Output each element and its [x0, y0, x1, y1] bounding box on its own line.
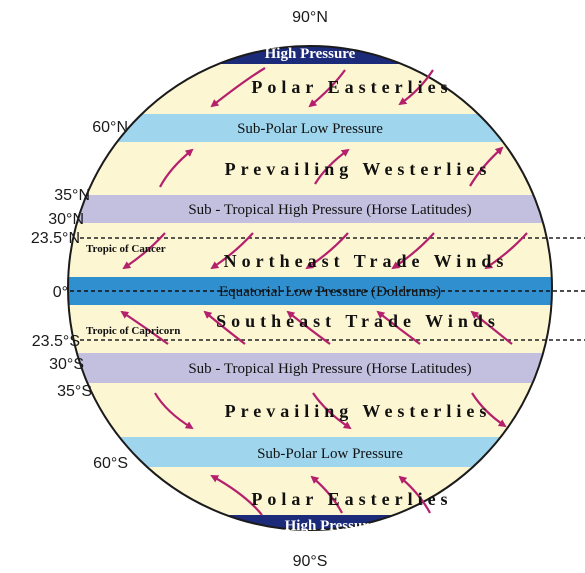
- lat-35s-label: 35°S: [57, 383, 92, 400]
- lat-30n-label: 30°N: [48, 211, 84, 228]
- north-westerlies-label: Prevailing Westerlies: [225, 159, 492, 179]
- arrow-polar-n-3: [398, 69, 434, 106]
- lat-equator-label: 0°: [53, 284, 68, 301]
- arrow-trade-n-4: [391, 232, 435, 270]
- arrow-polar-s-1: [210, 475, 263, 516]
- south-subtropical-band: [68, 353, 552, 383]
- lat-60s-label: 60°S: [93, 455, 128, 472]
- lat-23s-label: 23.5°S: [32, 333, 80, 350]
- arrow-trade-n-5: [484, 232, 528, 270]
- arrow-polar-s-3: [398, 475, 431, 514]
- equatorial-label: Equatorial Low Pressure (Doldrums): [219, 284, 441, 300]
- arrow-westerly-n-3: [469, 146, 504, 187]
- arrow-trade-n-3: [305, 232, 349, 270]
- wind-arrows: [120, 67, 528, 516]
- north-subtropical-label: Sub - Tropical High Pressure (Horse Lati…: [188, 202, 471, 218]
- lat-60n-label: 60°N: [92, 119, 128, 136]
- arrow-westerly-n-2: [314, 148, 350, 185]
- south-pole-label: High Pressure: [285, 518, 376, 534]
- southeast-trade-label: Southeast Trade Winds: [216, 311, 500, 331]
- arrow-trade-n-1: [122, 232, 166, 270]
- north-pole-label: High Pressure: [265, 46, 356, 62]
- lat-90n-label: 90°N: [292, 9, 328, 26]
- north-subpolar-label: Sub-Polar Low Pressure: [237, 121, 383, 137]
- lat-30s-label: 30°S: [49, 356, 84, 373]
- north-polar-easterlies-label: Polar Easterlies: [251, 77, 452, 97]
- lat-35n-label: 35°N: [54, 187, 90, 204]
- arrow-trade-s-2: [203, 310, 246, 345]
- arrow-trade-s-1: [120, 310, 169, 345]
- south-subpolar-label: Sub-Polar Low Pressure: [257, 446, 403, 462]
- globe-outline: [67, 45, 553, 531]
- tropic-capricorn-label: Tropic of Capricorn: [86, 325, 180, 337]
- arrow-polar-s-2: [310, 475, 343, 514]
- lat-90s-label: 90°S: [293, 553, 328, 570]
- tropic-cancer-label: Tropic of Cancer: [86, 243, 166, 255]
- south-westerlies-label: Prevailing Westerlies: [225, 401, 492, 421]
- south-subtropical-label: Sub - Tropical High Pressure (Horse Lati…: [188, 361, 471, 377]
- south-polar-easterlies-label: Polar Easterlies: [251, 489, 452, 509]
- north-subtropical-band: [68, 195, 552, 223]
- arrow-polar-n-1: [210, 67, 266, 108]
- northeast-trade-label: Northeast Trade Winds: [224, 251, 509, 271]
- arrow-polar-n-2: [308, 69, 346, 108]
- arrow-westerly-s-1: [154, 392, 194, 430]
- arrow-westerly-n-1: [159, 148, 194, 188]
- arrow-westerly-s-2: [312, 392, 352, 430]
- arrow-trade-s-3: [286, 310, 331, 345]
- arrow-trade-n-2: [210, 232, 254, 270]
- south-subpolar-band: [68, 437, 552, 467]
- arrow-westerly-s-3: [471, 392, 507, 428]
- north-subpolar-band: [68, 114, 552, 142]
- arrow-trade-s-5: [470, 310, 513, 345]
- lat-23n-label: 23.5°N: [31, 230, 80, 247]
- arrow-trade-s-4: [376, 310, 421, 345]
